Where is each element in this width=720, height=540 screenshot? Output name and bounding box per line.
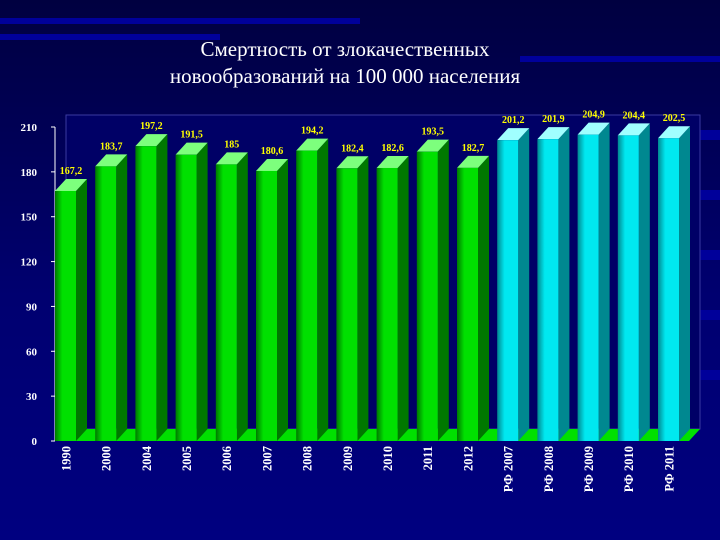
bar-value-label: 183,7 xyxy=(100,141,123,152)
bar xyxy=(457,167,478,441)
bar-top xyxy=(497,128,530,141)
bar-side xyxy=(518,128,530,442)
x-category-label: РФ 2009 xyxy=(582,446,596,492)
bar-side xyxy=(317,138,329,441)
bar-top xyxy=(658,126,690,139)
x-category-label: 2005 xyxy=(180,446,194,471)
bar-value-label: 185 xyxy=(224,139,239,150)
x-category-label: РФ 2011 xyxy=(662,446,676,492)
bar-side xyxy=(196,142,208,441)
y-tick-label: 150 xyxy=(21,212,38,224)
x-category-label: 2000 xyxy=(100,446,114,471)
bar-side xyxy=(76,178,87,441)
x-category-label: 2012 xyxy=(461,446,475,471)
bar-top xyxy=(55,178,87,191)
bar xyxy=(135,146,157,442)
bar-top xyxy=(256,158,288,171)
bar-top xyxy=(577,122,610,135)
bar xyxy=(617,135,639,441)
bar-top xyxy=(336,156,369,169)
bar-top xyxy=(135,134,168,147)
bar xyxy=(376,167,398,441)
x-category-label: 2009 xyxy=(341,446,355,471)
bar-side xyxy=(236,152,248,441)
bar-value-label: 167,2 xyxy=(60,166,83,177)
x-category-label: 2006 xyxy=(220,446,234,471)
bar-value-label: 202,5 xyxy=(663,113,686,124)
bar-value-label: 182,4 xyxy=(341,143,364,154)
bar-top xyxy=(617,123,650,136)
bar-value-label: 182,6 xyxy=(381,143,404,154)
bar xyxy=(336,168,358,442)
bar-side xyxy=(478,155,489,441)
bar-value-label: 197,2 xyxy=(140,121,163,132)
bar xyxy=(296,150,318,441)
y-tick-label: 180 xyxy=(21,167,38,179)
bar-side xyxy=(679,126,690,441)
bar xyxy=(577,134,599,441)
bar-side xyxy=(397,155,409,441)
bar xyxy=(55,190,76,441)
x-category-label: 2007 xyxy=(260,446,274,471)
y-tick-label: 90 xyxy=(26,301,38,313)
bar xyxy=(175,154,197,441)
bar-side xyxy=(638,123,650,441)
x-category-label: 2011 xyxy=(421,446,435,470)
x-category-label: 2010 xyxy=(381,446,395,471)
bar-side xyxy=(437,139,449,441)
bar-side xyxy=(598,122,610,441)
decorative-stripe xyxy=(690,370,720,380)
decorative-stripe xyxy=(0,34,220,40)
decorative-stripe xyxy=(690,310,720,320)
decorative-stripe xyxy=(690,250,720,260)
x-category-label: РФ 2007 xyxy=(502,446,516,492)
bar-top xyxy=(416,139,449,152)
bar-top xyxy=(95,154,128,167)
bar-side xyxy=(558,127,570,442)
bar-value-label: 204,4 xyxy=(623,110,646,121)
bar-value-label: 194,2 xyxy=(301,126,324,137)
x-category-label: 1990 xyxy=(59,446,73,471)
bar-top xyxy=(457,155,489,168)
bar-top xyxy=(215,152,248,165)
y-tick-label: 120 xyxy=(21,257,38,269)
x-category-label: 2004 xyxy=(140,445,154,471)
x-category-label: РФ 2010 xyxy=(622,446,636,492)
bar xyxy=(658,138,679,441)
y-tick-label: 0 xyxy=(32,436,38,448)
bar-top xyxy=(175,142,208,155)
bar-side xyxy=(156,134,168,442)
y-tick-label: 210 xyxy=(21,122,38,134)
bar-value-label: 180,6 xyxy=(261,146,284,157)
y-tick-label: 60 xyxy=(26,346,38,358)
chart-title-line-1: Смертность от злокачественных xyxy=(200,37,490,61)
chart-title-line-2: новообразований на 100 000 населения xyxy=(169,64,521,88)
x-category-label: 2008 xyxy=(301,446,315,471)
bar xyxy=(95,166,117,441)
decorative-stripe xyxy=(0,18,360,24)
bar-side xyxy=(277,158,288,441)
bar-value-label: 193,5 xyxy=(422,127,445,138)
bar-side xyxy=(116,154,128,441)
decorative-stripe xyxy=(520,56,720,62)
decorative-stripe xyxy=(690,190,720,200)
bar xyxy=(215,164,237,441)
bar-value-label: 201,2 xyxy=(502,115,525,126)
x-category-label: РФ 2008 xyxy=(542,446,556,492)
bar-value-label: 204,9 xyxy=(582,110,605,121)
decorative-stripe xyxy=(690,130,720,140)
bar-value-label: 191,5 xyxy=(180,130,203,141)
bar xyxy=(256,170,277,441)
bar-top xyxy=(537,127,570,140)
bar-side xyxy=(357,156,369,442)
bar-top xyxy=(376,155,409,168)
bar xyxy=(497,140,519,442)
bar xyxy=(416,151,438,441)
bar-top xyxy=(296,138,329,151)
bar-value-label: 201,9 xyxy=(542,114,565,125)
bar-value-label: 182,7 xyxy=(462,143,485,154)
bar xyxy=(537,139,559,441)
y-tick-label: 30 xyxy=(26,391,38,403)
